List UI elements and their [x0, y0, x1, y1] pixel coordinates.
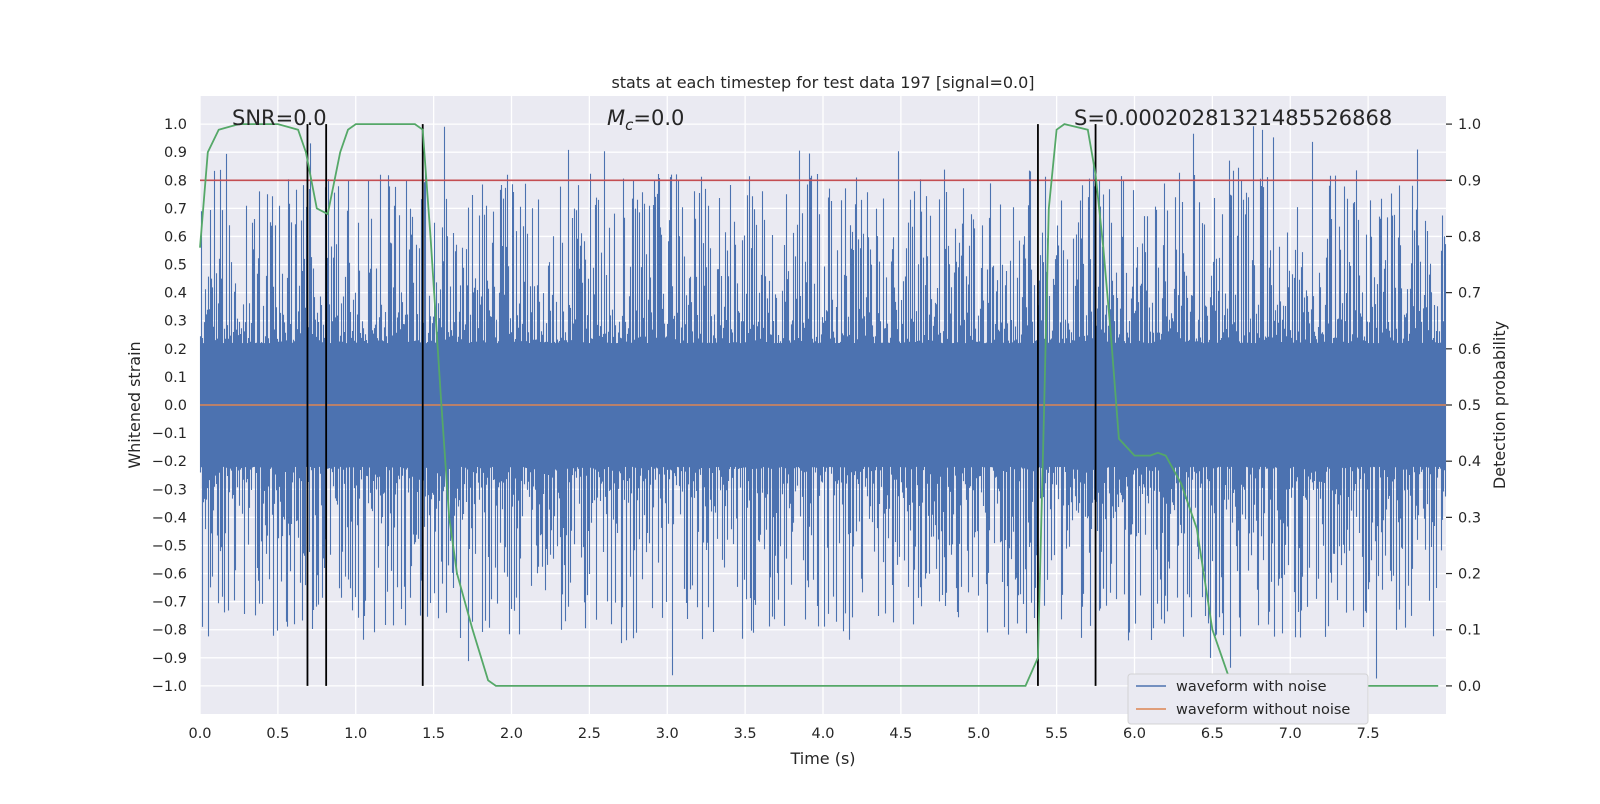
y-right-tick-label: 1.0 — [1458, 117, 1481, 133]
legend-clean-label: waveform without noise — [1176, 702, 1350, 718]
y-left-tick-label: −0.4 — [152, 510, 187, 526]
y-left-tick-label: −0.1 — [152, 426, 187, 442]
detection-probability-line — [199, 123, 1439, 687]
y-right-tick-label: 0.7 — [1458, 286, 1481, 302]
x-axis-label: Time (s) — [789, 749, 855, 768]
x-tick-label: 4.5 — [889, 726, 912, 742]
x-tick-label: 2.0 — [500, 726, 523, 742]
y-right-tick-label: 0.4 — [1458, 454, 1481, 470]
chart-title: stats at each timestep for test data 197… — [611, 73, 1034, 92]
y-left-tick-label: 0.2 — [164, 342, 187, 358]
legend-noisy-label: waveform with noise — [1176, 679, 1327, 695]
y-right-tick-label: 0.3 — [1458, 510, 1481, 526]
y-left-tick-label: 0.4 — [164, 286, 187, 302]
x-tick-label: 5.0 — [967, 726, 990, 742]
overlay-lines — [199, 123, 1446, 687]
y-left-tick-labels: 1.0 0.9 0.8 0.7 0.6 0.5 0.4 0.3 0.2 0.1 0.0 −0.1 −0.… — [152, 117, 187, 695]
x-tick-label: 1.0 — [344, 726, 367, 742]
mc-annotation: Mc=0.0 — [607, 106, 684, 134]
x-tick-label: 5.5 — [1045, 726, 1068, 742]
y-right-tick-labels: 1.0 0.9 0.8 0.7 0.6 0.5 0.4 0.3 0.2 0.1 0.0 — [1446, 117, 1481, 695]
y-left-tick-label: 0.9 — [164, 145, 187, 161]
y-left-axis-label: Whitened strain — [125, 341, 144, 468]
y-left-tick-label: 0.6 — [164, 229, 187, 245]
y-right-tick-label: 0.0 — [1458, 679, 1481, 695]
legend: waveform with noise waveform without noi… — [1127, 673, 1369, 725]
y-left-tick-label: −0.8 — [152, 623, 187, 639]
x-tick-label: 7.5 — [1357, 726, 1380, 742]
y-left-tick-label: 0.3 — [164, 314, 187, 330]
snr-annotation: SNR=0.0 — [232, 106, 327, 130]
y-left-tick-label: 0.7 — [164, 201, 187, 217]
x-tick-label: 0.0 — [188, 726, 211, 742]
y-left-tick-label: 0.5 — [164, 258, 187, 274]
y-right-tick-label: 0.6 — [1458, 342, 1481, 358]
x-tick-label: 1.5 — [422, 726, 445, 742]
x-tick-label: 0.5 — [266, 726, 289, 742]
x-tick-label: 2.5 — [578, 726, 601, 742]
y-right-axis-label: Detection probability — [1490, 321, 1509, 489]
y-left-tick-label: −0.5 — [152, 538, 187, 554]
y-left-tick-label: −0.7 — [152, 595, 187, 611]
y-left-tick-label: −0.6 — [152, 567, 187, 583]
y-left-tick-label: 0.0 — [164, 398, 187, 414]
s-annotation: S=0.00020281321485526868 — [1074, 106, 1392, 130]
x-tick-label: 6.0 — [1123, 726, 1146, 742]
y-right-tick-label: 0.9 — [1458, 173, 1481, 189]
x-tick-label: 3.5 — [734, 726, 757, 742]
y-left-tick-label: 0.8 — [164, 173, 187, 189]
y-left-tick-label: 1.0 — [164, 117, 187, 133]
y-left-tick-label: −0.3 — [152, 482, 187, 498]
legend-box — [1127, 673, 1369, 725]
y-right-tick-label: 0.5 — [1458, 398, 1481, 414]
x-tick-label: 3.0 — [656, 726, 679, 742]
x-tick-label: 6.5 — [1201, 726, 1224, 742]
y-left-tick-label: −1.0 — [152, 679, 187, 695]
x-tick-labels: 0.0 0.5 1.0 1.5 2.0 2.5 3.0 3.5 4.0 4.5 5.0 5.5 6.0 6… — [188, 726, 1379, 742]
x-tick-label: 7.0 — [1279, 726, 1302, 742]
y-left-tick-label: −0.2 — [152, 454, 187, 470]
y-right-tick-label: 0.2 — [1458, 567, 1481, 583]
y-left-tick-label: 0.1 — [164, 370, 187, 386]
y-right-tick-label: 0.1 — [1458, 623, 1481, 639]
y-left-tick-label: −0.9 — [152, 651, 187, 667]
x-tick-label: 4.0 — [811, 726, 834, 742]
y-right-tick-label: 0.8 — [1458, 229, 1481, 245]
